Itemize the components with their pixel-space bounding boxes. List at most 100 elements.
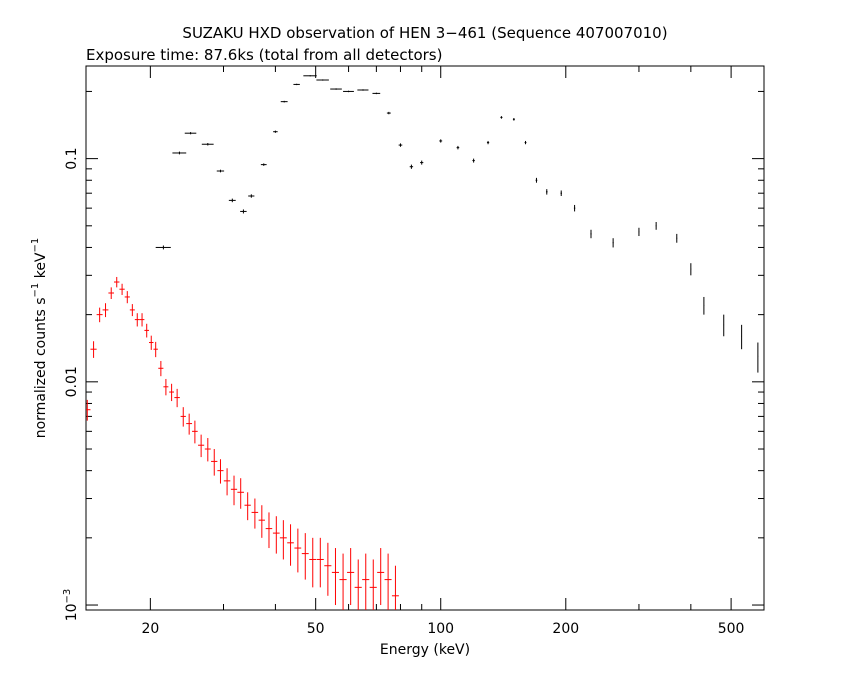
data-point bbox=[155, 245, 171, 250]
data-point bbox=[293, 83, 300, 86]
data-point bbox=[357, 89, 369, 91]
data-point bbox=[184, 132, 197, 135]
data-point bbox=[86, 399, 91, 421]
data-point bbox=[148, 335, 154, 350]
data-point bbox=[108, 287, 114, 300]
y-axis-label-exp2: −1 bbox=[30, 238, 41, 253]
data-point bbox=[439, 139, 443, 143]
chart-subtitle: Exposure time: 87.6ks (total from all de… bbox=[86, 46, 442, 64]
x-tick-label: 50 bbox=[307, 621, 325, 637]
y-tick-label: 10−3 bbox=[62, 589, 80, 622]
data-point bbox=[230, 475, 238, 506]
data-point bbox=[362, 553, 370, 610]
data-point bbox=[217, 459, 224, 484]
data-point bbox=[347, 548, 355, 606]
data-point bbox=[272, 516, 280, 554]
x-tick-label: 20 bbox=[141, 621, 159, 637]
data-point bbox=[331, 548, 339, 606]
data-point bbox=[384, 553, 392, 610]
data-point bbox=[260, 163, 267, 166]
data-point bbox=[90, 341, 97, 358]
data-point bbox=[139, 313, 145, 327]
data-point bbox=[279, 520, 287, 560]
data-point bbox=[573, 204, 576, 212]
data-point bbox=[638, 227, 640, 237]
data-point bbox=[211, 449, 218, 476]
data-point bbox=[472, 158, 475, 163]
data-point bbox=[545, 189, 548, 195]
data-point bbox=[216, 169, 225, 173]
data-point bbox=[590, 229, 592, 239]
x-tick-label: 200 bbox=[552, 621, 579, 637]
y-axis-label-main: normalized counts s bbox=[33, 297, 49, 438]
data-point bbox=[186, 413, 193, 435]
data-point bbox=[456, 145, 460, 150]
data-point bbox=[398, 143, 403, 147]
data-point bbox=[391, 565, 399, 610]
data-point bbox=[124, 291, 130, 304]
data-point bbox=[316, 537, 324, 588]
y-axis-label-exp1: −1 bbox=[30, 283, 41, 298]
x-axis-label: Energy (keV) bbox=[380, 642, 470, 658]
y-axis-ticks: 0.1 0.01 10−3 bbox=[62, 90, 764, 622]
series-0 bbox=[155, 75, 759, 373]
y-axis-label-mid: keV bbox=[33, 252, 49, 283]
x-tick-label: 500 bbox=[718, 621, 745, 637]
data-point bbox=[244, 492, 251, 521]
data-point bbox=[512, 118, 515, 121]
data-point bbox=[204, 438, 211, 462]
data-point bbox=[280, 100, 288, 103]
data-point bbox=[309, 537, 317, 588]
data-point bbox=[612, 238, 614, 248]
data-point bbox=[144, 323, 149, 338]
data-point bbox=[676, 233, 678, 243]
data-point bbox=[169, 383, 174, 402]
data-point bbox=[273, 130, 278, 133]
data-point bbox=[301, 533, 309, 580]
data-point bbox=[129, 304, 135, 317]
data-point bbox=[163, 378, 169, 396]
data-point bbox=[201, 142, 214, 146]
data-point bbox=[386, 111, 391, 115]
y-tick-label: 0.1 bbox=[64, 147, 80, 169]
data-point bbox=[324, 542, 332, 596]
data-point bbox=[486, 140, 490, 145]
data-point bbox=[524, 140, 527, 145]
data-point bbox=[409, 164, 414, 169]
data-point bbox=[741, 324, 743, 350]
plot-frame bbox=[85, 65, 765, 611]
data-point bbox=[251, 498, 259, 529]
data-point bbox=[354, 559, 362, 610]
y-tick-label: 0.01 bbox=[64, 366, 80, 397]
data-point bbox=[420, 160, 424, 165]
data-point bbox=[102, 303, 109, 318]
data-point bbox=[690, 263, 692, 276]
data-point bbox=[248, 194, 255, 198]
data-point bbox=[500, 116, 503, 119]
data-point bbox=[265, 512, 273, 549]
data-point bbox=[343, 90, 354, 93]
data-point bbox=[228, 198, 236, 203]
data-point bbox=[377, 548, 385, 606]
data-point bbox=[294, 528, 302, 573]
data-point bbox=[369, 559, 377, 610]
data-series bbox=[86, 75, 759, 610]
data-point bbox=[287, 524, 294, 566]
data-point bbox=[330, 88, 342, 90]
data-point bbox=[223, 468, 231, 496]
y-axis-label: normalized counts s−1 keV−1 bbox=[30, 238, 49, 439]
data-point bbox=[153, 341, 158, 358]
data-point bbox=[703, 296, 705, 315]
data-point bbox=[134, 313, 140, 327]
x-axis-ticks: 20 50 100 200 500 bbox=[141, 66, 765, 637]
data-point bbox=[560, 190, 562, 197]
data-point bbox=[158, 360, 164, 377]
data-point bbox=[172, 151, 187, 155]
data-point bbox=[198, 434, 205, 458]
data-point bbox=[96, 307, 103, 323]
data-point bbox=[237, 478, 244, 509]
data-point bbox=[535, 177, 538, 183]
data-point bbox=[258, 505, 265, 538]
data-point bbox=[180, 407, 186, 427]
series-1 bbox=[86, 276, 399, 610]
